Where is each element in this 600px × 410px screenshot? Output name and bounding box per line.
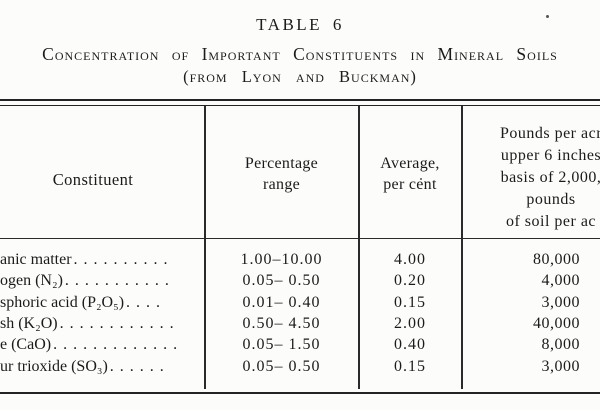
pounds-cell: 8,000 (541, 336, 580, 353)
dot-leader: ........... (64, 272, 175, 289)
constituent-cell: ur trioxide (SO₃)...... (0, 358, 170, 375)
range-cell: 0.05– 0.50 (242, 358, 321, 375)
table-bottom-rule (0, 392, 600, 394)
pounds-cell: 3,000 (541, 294, 580, 311)
range-cell: 0.05– 1.50 (242, 336, 321, 353)
table-caption: Concentration of Important Constituents … (42, 44, 558, 64)
constituent-cell: sphoric acid (P₂O₅).... (0, 294, 167, 311)
average-cell: 0.20 (394, 272, 426, 289)
average-cell: 2.00 (394, 315, 426, 332)
col-header-pounds-line5: of soil per ac (505, 213, 597, 230)
scan-speck (420, 178, 422, 180)
table-row-organic-matter: anic matter.......... 1.00–10.00 4.00 80… (0, 249, 600, 270)
dot-leader: ...... (109, 358, 170, 375)
constituent-cell: e (CaO)............. (0, 336, 184, 353)
col-header-constituent: Constituent (52, 170, 134, 189)
column-rule-3 (461, 106, 463, 389)
column-rule-1 (204, 106, 206, 389)
col-header-pounds-line4: pounds (526, 191, 576, 208)
range-cell: 0.05– 0.50 (242, 272, 321, 289)
average-cell: 0.15 (394, 358, 426, 375)
constituent-cell: anic matter.......... (0, 251, 174, 268)
table-row-lime: e (CaO)............. 0.05– 1.50 0.40 8,0… (0, 334, 600, 355)
table-row-sulfur-trioxide: ur trioxide (SO₃)...... 0.05– 0.50 0.15 … (0, 356, 600, 377)
table-row-nitrogen: ogen (N₂)........... 0.05– 0.50 0.20 4,0… (0, 270, 600, 291)
col-header-percentage-range-line1: Percentage (244, 155, 319, 172)
table-caption-source: (from Lyon and Buckman) (183, 67, 417, 86)
pounds-cell: 80,000 (533, 251, 580, 268)
range-cell: 0.01– 0.40 (242, 294, 321, 311)
dot-leader: .......... (73, 251, 174, 268)
range-cell: 0.50– 4.50 (242, 315, 321, 332)
col-header-pounds-line1: Pounds per acr (499, 125, 600, 142)
average-cell: 4.00 (394, 251, 426, 268)
table-number-title: TABLE 6 (256, 15, 344, 34)
col-header-pounds-line3: basis of 2,000, (500, 169, 600, 186)
table-top-rule-outer (0, 99, 600, 101)
col-header-average-line2: per cent (383, 176, 437, 193)
col-header-pounds-per-acre: Pounds per acr upper 6 inches basis of 2… (462, 123, 600, 233)
constituent-cell: sh (K₂O)............ (0, 315, 180, 332)
col-header-average: Average, per cent (358, 153, 462, 195)
dot-leader: ............. (53, 336, 184, 353)
table-row-potash: sh (K₂O)............ 0.50– 4.50 2.00 40,… (0, 313, 600, 334)
col-header-average-line1: Average, (380, 155, 440, 172)
dot-leader: ............ (59, 315, 180, 332)
table-top-rule-inner (0, 105, 600, 106)
pounds-cell: 3,000 (541, 358, 580, 375)
table-row-phosphoric-acid: sphoric acid (P₂O₅).... 0.01– 0.40 0.15 … (0, 292, 600, 313)
average-cell: 0.15 (394, 294, 426, 311)
pounds-cell: 4,000 (541, 272, 580, 289)
col-header-pounds-line2: upper 6 inches (500, 147, 600, 164)
col-header-percentage-range: Percentage range (205, 153, 358, 195)
dot-leader: .... (126, 294, 167, 311)
average-cell: 0.40 (394, 336, 426, 353)
col-header-percentage-range-line2: range (262, 176, 301, 193)
header-separator-rule (0, 238, 600, 239)
column-rule-2 (358, 106, 360, 389)
pounds-cell: 40,000 (533, 315, 580, 332)
scan-speck (546, 15, 549, 18)
range-cell: 1.00–10.00 (240, 251, 323, 268)
constituent-cell: ogen (N₂)........... (0, 272, 175, 289)
